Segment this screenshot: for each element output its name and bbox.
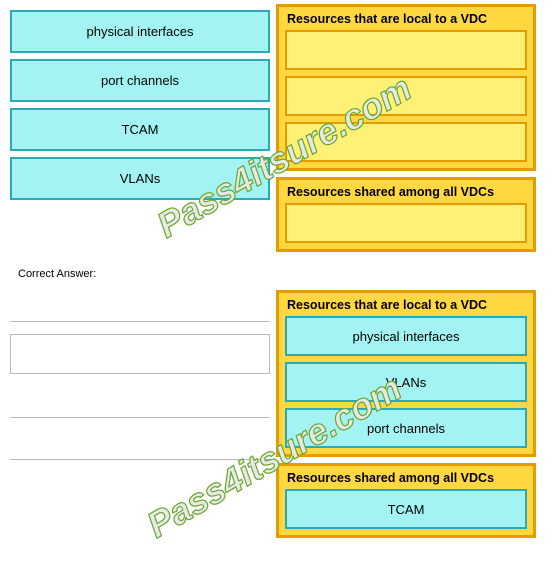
answer-item: VLANs: [285, 362, 527, 402]
empty-box: [10, 334, 270, 374]
drop-slot[interactable]: [285, 76, 527, 116]
source-item[interactable]: physical interfaces: [10, 10, 270, 53]
source-item[interactable]: port channels: [10, 59, 270, 102]
answer-section: Resources that are local to a VDC physic…: [0, 286, 556, 542]
answer-item: physical interfaces: [285, 316, 527, 356]
drop-slot[interactable]: [285, 203, 527, 243]
answer-label: Correct Answer:: [0, 256, 556, 286]
local-vdc-container-answer: Resources that are local to a VDC physic…: [276, 290, 536, 457]
empty-source-column: [10, 290, 270, 538]
container-title: Resources shared among all VDCs: [285, 468, 527, 489]
empty-line: [10, 442, 270, 460]
local-vdc-container: Resources that are local to a VDC: [276, 4, 536, 171]
empty-line: [10, 304, 270, 322]
answer-item: TCAM: [285, 489, 527, 529]
empty-line: [10, 400, 270, 418]
drop-slot[interactable]: [285, 30, 527, 70]
container-title: Resources that are local to a VDC: [285, 295, 527, 316]
source-item[interactable]: VLANs: [10, 157, 270, 200]
answer-item: port channels: [285, 408, 527, 448]
container-title: Resources that are local to a VDC: [285, 9, 527, 30]
question-section: physical interfaces port channels TCAM V…: [0, 0, 556, 256]
shared-vdc-container-answer: Resources shared among all VDCs TCAM: [276, 463, 536, 538]
answer-targets-column: Resources that are local to a VDC physic…: [276, 290, 536, 538]
source-item[interactable]: TCAM: [10, 108, 270, 151]
container-title: Resources shared among all VDCs: [285, 182, 527, 203]
drop-targets-column: Resources that are local to a VDC Resour…: [276, 4, 536, 252]
shared-vdc-container: Resources shared among all VDCs: [276, 177, 536, 252]
drop-slot[interactable]: [285, 122, 527, 162]
source-items-column: physical interfaces port channels TCAM V…: [10, 4, 270, 252]
